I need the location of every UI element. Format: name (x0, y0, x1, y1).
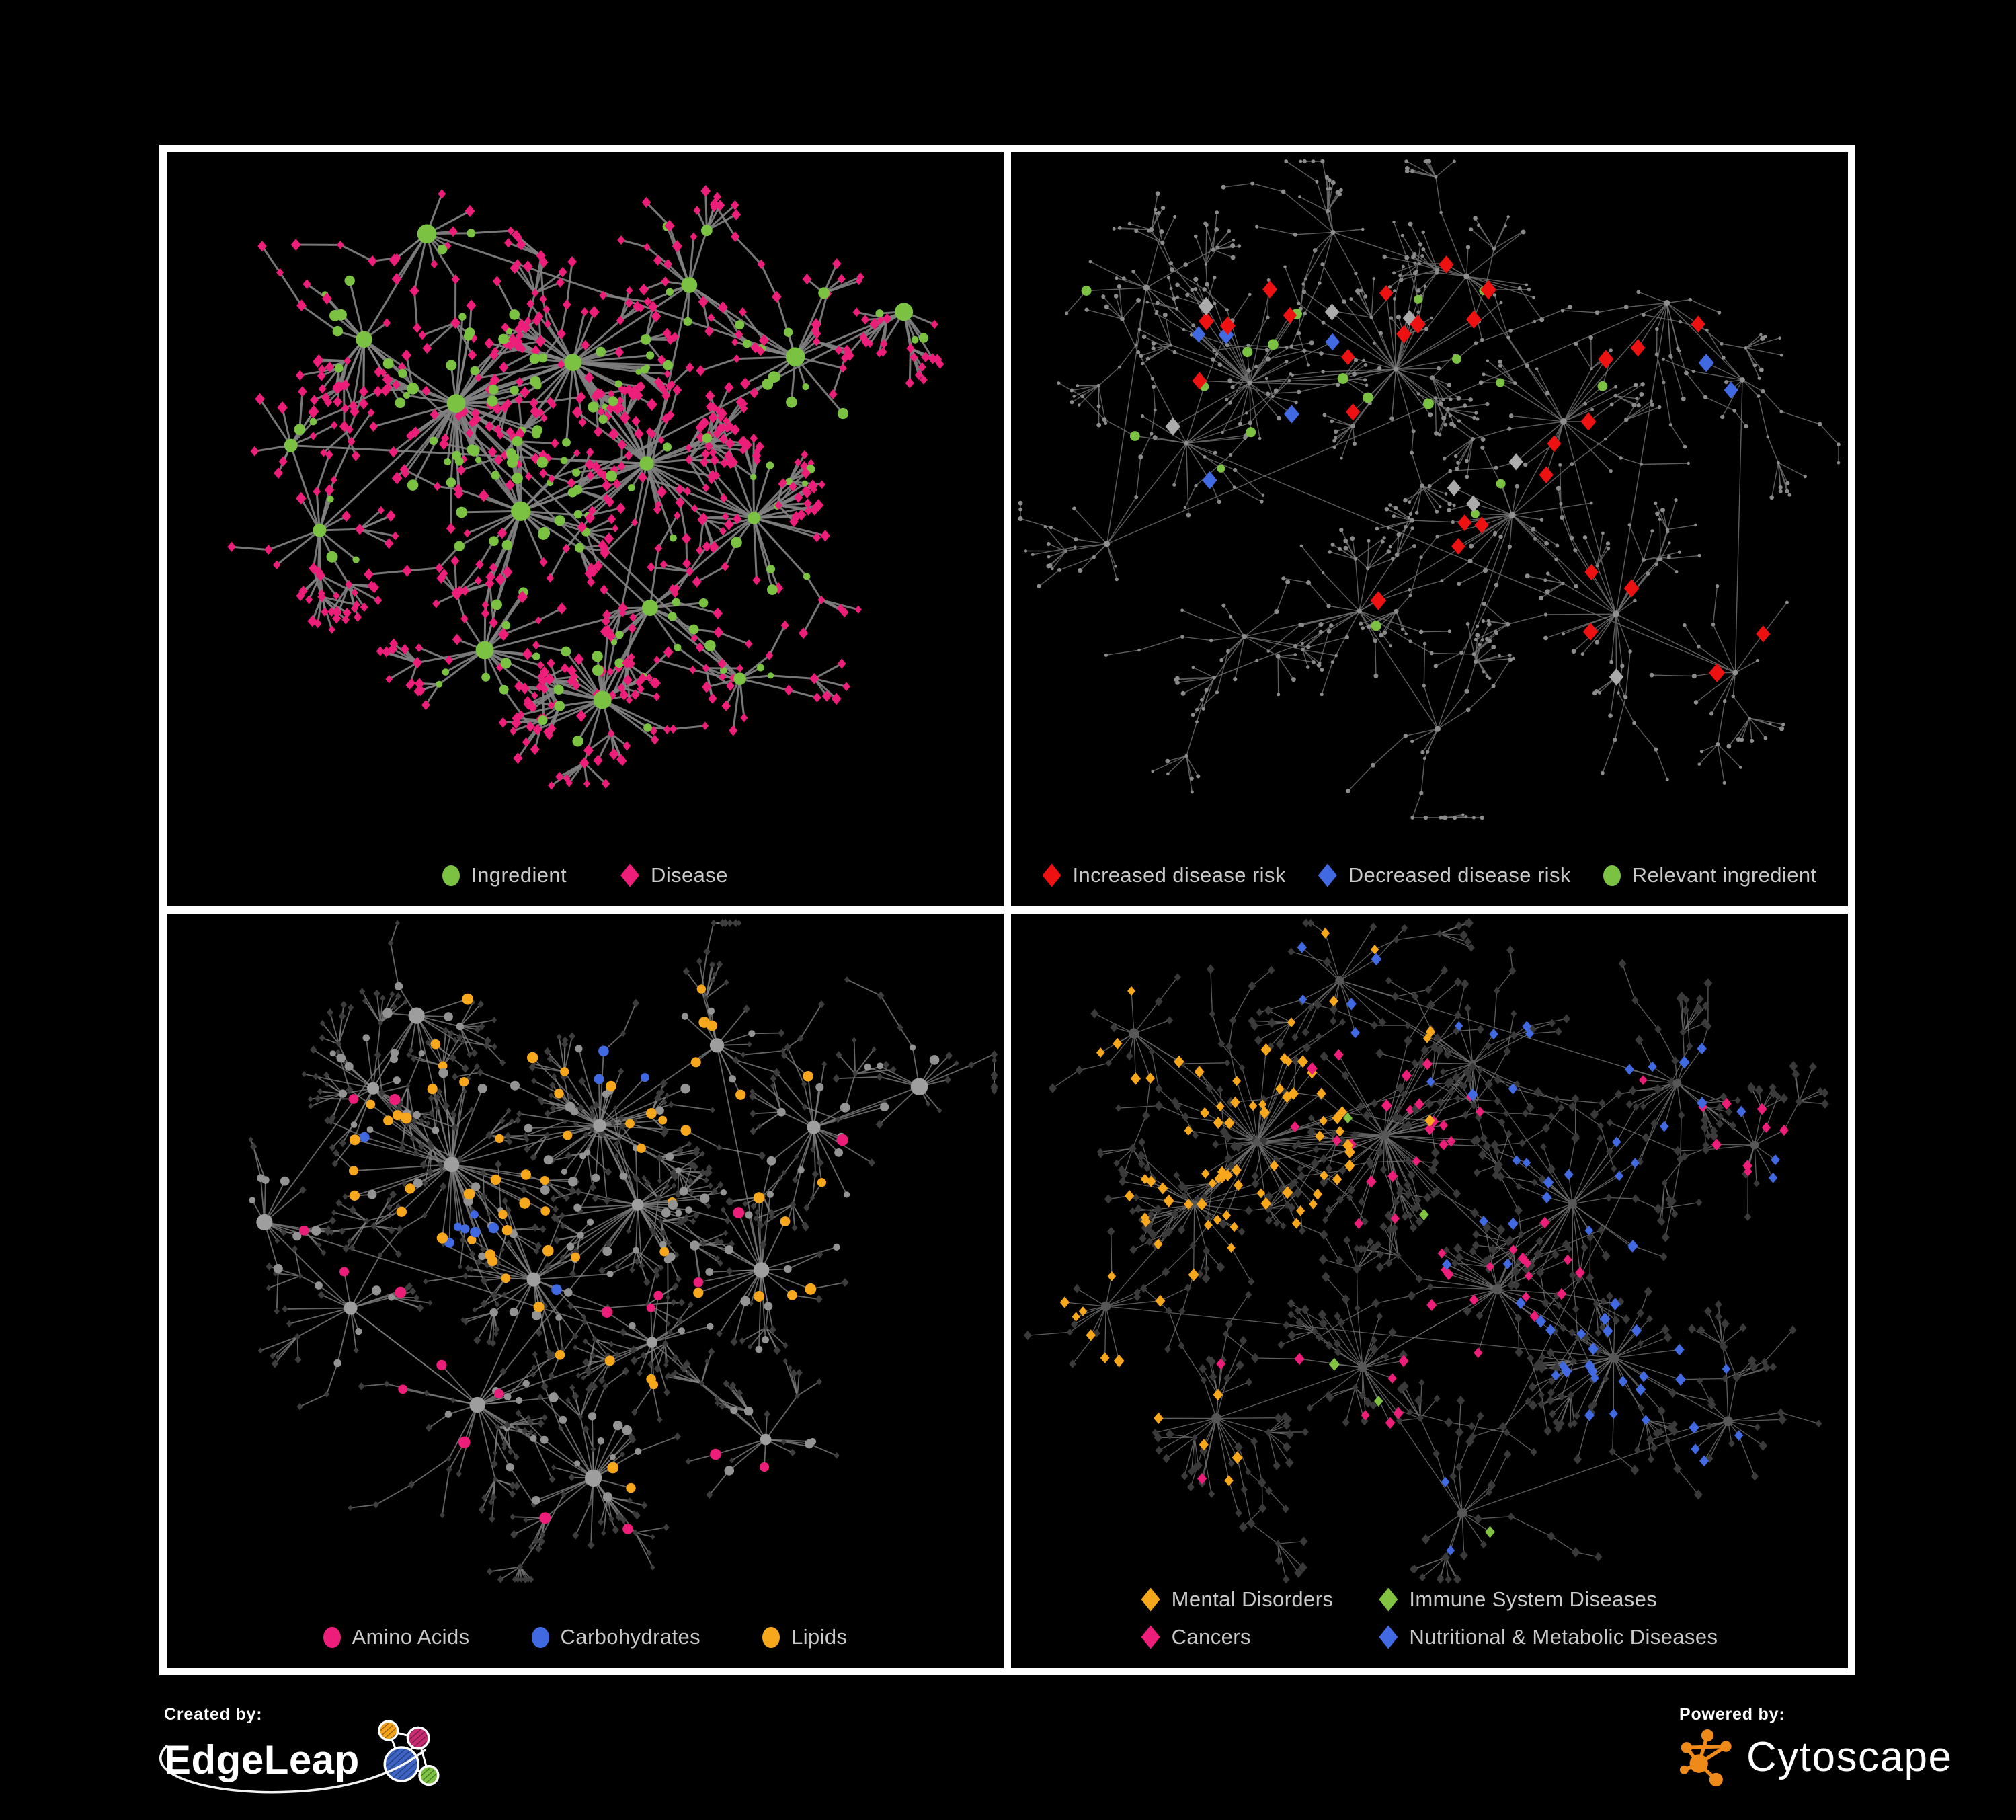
created-by-block: Created by: EdgeLeap (159, 1705, 444, 1794)
legend-nutrient-classes: Amino Acids Carbohydrates Lipids (167, 1625, 1004, 1649)
legend-item-amino-acids: Amino Acids (323, 1625, 470, 1649)
legend-item-decreased-disease-risk: Decreased disease risk (1318, 863, 1571, 887)
network-nutrient-classes (248, 918, 998, 1584)
legend-item-nutritional-metabolic-diseases: Nutritional & Metabolic Diseases (1379, 1625, 1718, 1649)
legend-item-carbohydrates: Carbohydrates (531, 1625, 701, 1649)
panel-nutrient-classes: Amino Acids Carbohydrates Lipids (167, 914, 1004, 1668)
diamond-marker-icon (620, 863, 640, 887)
network-disease-classes (1023, 918, 1829, 1584)
edgeleap-wordmark: EdgeLeap (164, 1737, 360, 1782)
diamond-marker-icon (1318, 863, 1337, 887)
network-ingredient-disease (227, 185, 944, 790)
legend-label: Disease (651, 863, 728, 887)
network-disease-risk (1018, 159, 1841, 820)
panel-disease-risk: Increased disease risk Decreased disease … (1011, 152, 1848, 906)
diamond-marker-icon (1042, 863, 1061, 887)
circle-marker-icon (1603, 865, 1621, 886)
circle-marker-icon (762, 1626, 780, 1648)
created-by-label: Created by: (164, 1705, 263, 1724)
legend-label: Relevant ingredient (1631, 863, 1817, 887)
legend-label: Increased disease risk (1072, 863, 1286, 887)
edgeleap-logo-icon (378, 1720, 440, 1786)
legend-item-cancers: Cancers (1141, 1625, 1251, 1649)
diamond-marker-icon (1379, 1625, 1398, 1649)
legend-disease-classes: Mental Disorders Immune System Diseases Ca… (1011, 1587, 1848, 1649)
legend-ingredient-disease: Ingredient Disease (167, 863, 1004, 887)
circle-marker-icon (442, 865, 460, 886)
panel-disease-classes: Mental Disorders Immune System Diseases Ca… (1011, 914, 1848, 1668)
legend-label: Mental Disorders (1171, 1587, 1334, 1611)
diamond-marker-icon (1141, 1625, 1160, 1649)
legend-label: Amino Acids (352, 1625, 470, 1649)
legend-item-disease: Disease (620, 863, 728, 887)
circle-marker-icon (323, 1626, 341, 1648)
legend-label: Immune System Diseases (1409, 1587, 1658, 1611)
legend-item-increased-disease-risk: Increased disease risk (1042, 863, 1286, 887)
legend-item-relevant-ingredient: Relevant ingredient (1603, 863, 1817, 887)
legend-label: Cancers (1171, 1625, 1251, 1649)
powered-by-label: Powered by: (1679, 1705, 1785, 1724)
legend-label: Decreased disease risk (1348, 863, 1571, 887)
panel-ingredient-disease: Ingredient Disease (167, 152, 1004, 906)
legend-label: Nutritional & Metabolic Diseases (1409, 1625, 1718, 1649)
legend-label: Lipids (791, 1625, 848, 1649)
legend-item-ingredient: Ingredient (442, 863, 567, 887)
cytoscape-wordmark: Cytoscape (1746, 1734, 1953, 1780)
legend-item-immune-system-diseases: Immune System Diseases (1379, 1587, 1657, 1612)
legend-item-mental-disorders: Mental Disorders (1141, 1587, 1334, 1612)
legend-item-lipids: Lipids (762, 1625, 847, 1649)
legend-label: Carbohydrates (560, 1625, 701, 1649)
diamond-marker-icon (1141, 1587, 1160, 1612)
cytoscape-logo-icon (1679, 1729, 1732, 1786)
powered-by-block: Powered by: Cytoscape (1679, 1705, 1952, 1789)
circle-marker-icon (531, 1626, 549, 1648)
figure-grid: Ingredient Disease Increased disease risk… (159, 145, 1855, 1675)
legend-disease-risk: Increased disease risk Decreased disease … (1011, 863, 1848, 887)
diamond-marker-icon (1379, 1587, 1398, 1612)
legend-label: Ingredient (471, 863, 567, 887)
